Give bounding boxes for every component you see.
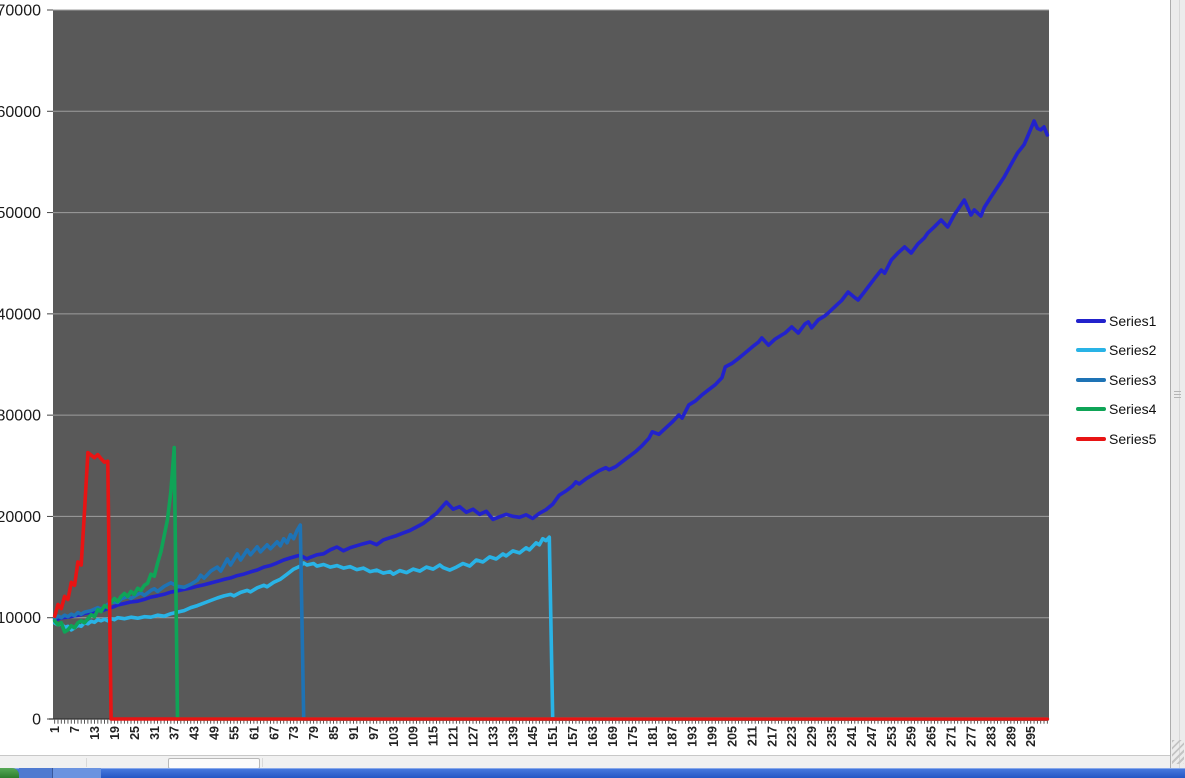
series5-line[interactable] <box>52 450 1050 721</box>
x-axis-label: 19 <box>108 726 122 740</box>
x-axis-label: 211 <box>745 726 759 746</box>
x-axis-label: 13 <box>88 726 102 740</box>
x-axis-label: 145 <box>526 726 540 747</box>
x-axis-label: 109 <box>407 726 421 747</box>
legend-line-swatch <box>1076 318 1106 323</box>
x-axis-label: 1 <box>48 726 62 733</box>
taskbar-highlight <box>0 768 1185 769</box>
x-axis-label: 37 <box>168 726 182 740</box>
resize-gripper-icon[interactable] <box>1172 740 1184 764</box>
x-axis-label: 25 <box>128 726 142 740</box>
y-axis-label: 10000 <box>0 610 41 627</box>
legend-line-swatch <box>1076 407 1106 412</box>
legend-item-series1[interactable]: Series1 <box>1076 306 1168 336</box>
x-axis-label: 85 <box>327 726 341 740</box>
chart-legend: Series1 Series2 Series3 Series4 Series5 <box>1076 306 1168 454</box>
x-axis-label: 253 <box>885 726 899 747</box>
x-axis-label: 241 <box>845 726 859 747</box>
x-axis-label: 133 <box>486 726 500 747</box>
x-axis-label: 187 <box>666 726 680 747</box>
x-axis-label: 151 <box>546 726 560 747</box>
x-axis-label: 235 <box>825 726 839 747</box>
y-axis-label: 0 <box>32 712 41 729</box>
legend-label: Series3 <box>1109 371 1157 388</box>
x-axis-label: 289 <box>1004 726 1018 747</box>
windows-taskbar[interactable] <box>0 768 1185 778</box>
series4-line[interactable] <box>52 445 1050 721</box>
x-axis-label: 115 <box>427 726 441 746</box>
x-axis-label: 283 <box>984 726 998 747</box>
x-axis-label: 169 <box>606 726 620 747</box>
x-axis-label: 73 <box>287 726 301 740</box>
x-axis-label: 205 <box>725 726 739 747</box>
scrollbar-divider <box>262 758 263 767</box>
y-axis-label: 30000 <box>0 408 41 425</box>
legend-label: Series5 <box>1109 430 1157 447</box>
series3-line[interactable] <box>52 523 1050 721</box>
taskbar-segment <box>19 768 52 778</box>
x-axis-label: 97 <box>367 726 381 740</box>
x-axis-label: 157 <box>566 726 580 747</box>
x-axis-label: 55 <box>227 726 241 740</box>
x-axis-label: 265 <box>925 726 939 747</box>
x-axis-label: 67 <box>267 726 281 740</box>
x-axis-label: 229 <box>805 726 819 747</box>
x-axis-label: 79 <box>307 726 321 740</box>
x-axis-label: 175 <box>626 726 640 747</box>
legend-line-swatch <box>1076 377 1106 382</box>
y-axis-label: 40000 <box>0 306 41 323</box>
scrollbar-inner-line <box>1179 0 1180 768</box>
x-axis-label: 181 <box>646 726 660 747</box>
y-axis-label: 60000 <box>0 104 41 121</box>
x-axis-label: 163 <box>586 726 600 747</box>
legend-label: Series2 <box>1109 342 1157 359</box>
x-axis-label: 223 <box>785 726 799 747</box>
x-axis-label: 247 <box>865 726 879 747</box>
legend-label: Series1 <box>1109 312 1157 329</box>
x-axis-label: 103 <box>387 726 401 747</box>
legend-item-series3[interactable]: Series3 <box>1076 365 1168 395</box>
x-axis-label: 127 <box>466 726 480 747</box>
legend-item-series2[interactable]: Series2 <box>1076 336 1168 366</box>
x-axis-label: 139 <box>506 726 520 747</box>
taskbar-button[interactable] <box>52 768 101 778</box>
x-axis-label: 271 <box>945 726 959 747</box>
y-axis-label: 20000 <box>0 509 41 526</box>
x-axis-label: 61 <box>247 726 261 740</box>
x-axis-label: 31 <box>148 726 162 740</box>
x-axis-label: 217 <box>765 726 779 747</box>
split-handle[interactable] <box>1174 389 1182 400</box>
x-axis-label: 49 <box>208 726 222 740</box>
legend-label: Series4 <box>1109 401 1157 418</box>
scrollbar-divider <box>86 758 87 767</box>
y-axis-label: 70000 <box>0 3 41 20</box>
x-axis-label: 277 <box>964 726 978 747</box>
x-axis-label: 295 <box>1024 726 1038 747</box>
x-axis-label: 199 <box>706 726 720 747</box>
horizontal-scrollbar[interactable] <box>0 755 1170 769</box>
legend-line-swatch <box>1076 348 1106 353</box>
x-axis-label: 43 <box>188 726 202 740</box>
x-axis-label: 7 <box>68 726 82 733</box>
series1-line[interactable] <box>52 119 1050 622</box>
legend-item-series4[interactable]: Series4 <box>1076 395 1168 425</box>
y-axis-label: 50000 <box>0 205 41 222</box>
x-axis-label: 193 <box>686 726 700 747</box>
x-axis-label: 121 <box>447 726 461 747</box>
x-axis-label: 259 <box>905 726 919 747</box>
legend-line-swatch <box>1076 436 1106 441</box>
vertical-scrollbar[interactable] <box>1170 0 1185 768</box>
series2-line[interactable] <box>52 535 1050 721</box>
start-button[interactable] <box>0 768 19 778</box>
legend-item-series5[interactable]: Series5 <box>1076 424 1168 454</box>
x-axis-label: 91 <box>347 726 361 740</box>
